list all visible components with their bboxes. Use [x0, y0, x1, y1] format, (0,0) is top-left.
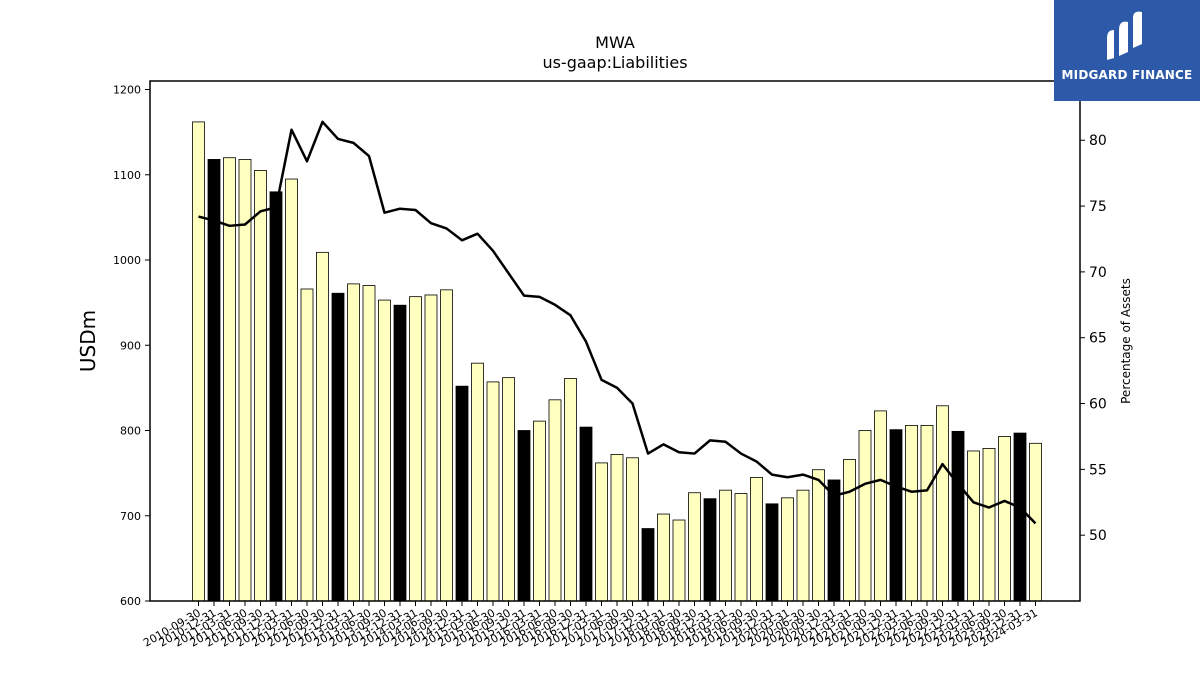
- y-axis-right: 50 55 60 65 70 75 80: [1080, 133, 1107, 544]
- y2-tick-label-50: 50: [1089, 528, 1107, 544]
- bar-2016-09-30: [564, 378, 577, 602]
- y2-tick-label-60: 60: [1089, 397, 1107, 413]
- bar-2017-12-31: [641, 528, 655, 602]
- bar-2014-09-30: [440, 289, 453, 602]
- bar-2022-03-31: [905, 424, 918, 602]
- y2-tick-label-75: 75: [1089, 199, 1107, 215]
- y2-tick-label-70: 70: [1089, 265, 1107, 281]
- bar-2012-03-31: [285, 178, 298, 602]
- y-tick-label-800: 800: [120, 425, 141, 438]
- y-tick-label-700: 700: [120, 510, 141, 523]
- bar-2019-09-30: [750, 476, 763, 602]
- bars-group: [192, 121, 1042, 602]
- bar-2015-06-30: [486, 381, 500, 602]
- bar-2013-03-31: [347, 283, 360, 602]
- bar-2020-12-31: [827, 479, 841, 602]
- brand-logo: MIDGARD FINANCE: [1054, 0, 1200, 101]
- bar-2019-06-30: [734, 493, 748, 602]
- bar-2016-12-31: [579, 426, 593, 602]
- bar-2017-09-30: [626, 457, 639, 602]
- bar-2014-06-30: [424, 294, 438, 602]
- bar-2019-12-31: [765, 503, 779, 602]
- bar-2013-09-30: [378, 299, 391, 602]
- bar-2017-03-31: [595, 462, 608, 602]
- bar-2022-06-30: [920, 424, 934, 602]
- bar-2018-03-31: [657, 513, 670, 602]
- bar-2018-06-30: [672, 519, 686, 602]
- bar-2010-09-30: [192, 121, 205, 602]
- bar-2015-12-31: [517, 430, 531, 602]
- bar-2021-06-30: [858, 430, 872, 602]
- bar-2016-06-30: [548, 399, 562, 602]
- y-tick-label-1200: 1200: [113, 84, 141, 97]
- bar-2021-09-30: [874, 410, 887, 602]
- percentage-line: [198, 120, 1037, 525]
- y2-tick-label-55: 55: [1089, 462, 1107, 478]
- bar-2014-03-31: [409, 296, 422, 602]
- y-axis-label: USDm: [76, 310, 100, 372]
- bar-2011-09-30: [254, 170, 267, 602]
- bar-2015-03-31: [471, 362, 484, 602]
- bar-2018-09-30: [688, 492, 701, 602]
- bar-2011-12-31: [269, 191, 283, 602]
- bar-2013-12-31: [393, 304, 407, 602]
- bar-2021-12-31: [889, 429, 903, 602]
- bar-2010-12-31: [207, 159, 221, 602]
- y-axis-left: 600 700 800 900 1000 1100 1200: [113, 84, 150, 608]
- line-layer: [198, 120, 1037, 525]
- bar-2014-12-31: [455, 385, 469, 602]
- bar-2020-06-30: [796, 489, 810, 602]
- logo-text: MIDGARD FINANCE: [1061, 68, 1193, 82]
- bar-2017-06-30: [610, 453, 624, 602]
- chart-title: MWA: [595, 33, 635, 52]
- bar-2012-06-30: [300, 288, 314, 602]
- bar-2012-09-30: [316, 251, 329, 602]
- bar-2015-09-30: [502, 377, 515, 602]
- bar-2020-03-31: [781, 497, 794, 602]
- bar-2022-12-31: [951, 430, 965, 602]
- y-tick-label-900: 900: [120, 339, 141, 352]
- y-tick-label-1000: 1000: [113, 254, 141, 267]
- bar-2016-03-31: [533, 420, 546, 602]
- bar-2012-12-31: [331, 292, 345, 602]
- y2-axis-label: Percentage of Assets: [1119, 278, 1133, 404]
- bar-2019-03-31: [719, 489, 732, 602]
- y2-tick-label-80: 80: [1089, 133, 1107, 149]
- bar-2022-09-30: [936, 405, 949, 602]
- bar-2023-09-30: [998, 436, 1011, 602]
- bar-2021-03-31: [843, 459, 856, 602]
- bar-2023-06-30: [982, 448, 996, 602]
- x-axis: 2010-09-302010-12-312011-03-312011-06-30…: [141, 601, 1040, 650]
- bar-2013-06-30: [362, 285, 376, 602]
- y-tick-label-600: 600: [120, 595, 141, 608]
- bar-2020-09-30: [812, 469, 825, 602]
- y2-tick-label-65: 65: [1089, 331, 1107, 347]
- plot-frame: [149, 80, 1081, 602]
- logo-mark-icon: [1107, 11, 1142, 60]
- bar-2018-12-31: [703, 498, 717, 602]
- bar-2023-12-31: [1013, 432, 1027, 602]
- y-tick-label-1100: 1100: [113, 169, 141, 182]
- bar-2023-03-31: [967, 450, 980, 602]
- chart-subtitle: us-gaap:Liabilities: [542, 53, 687, 72]
